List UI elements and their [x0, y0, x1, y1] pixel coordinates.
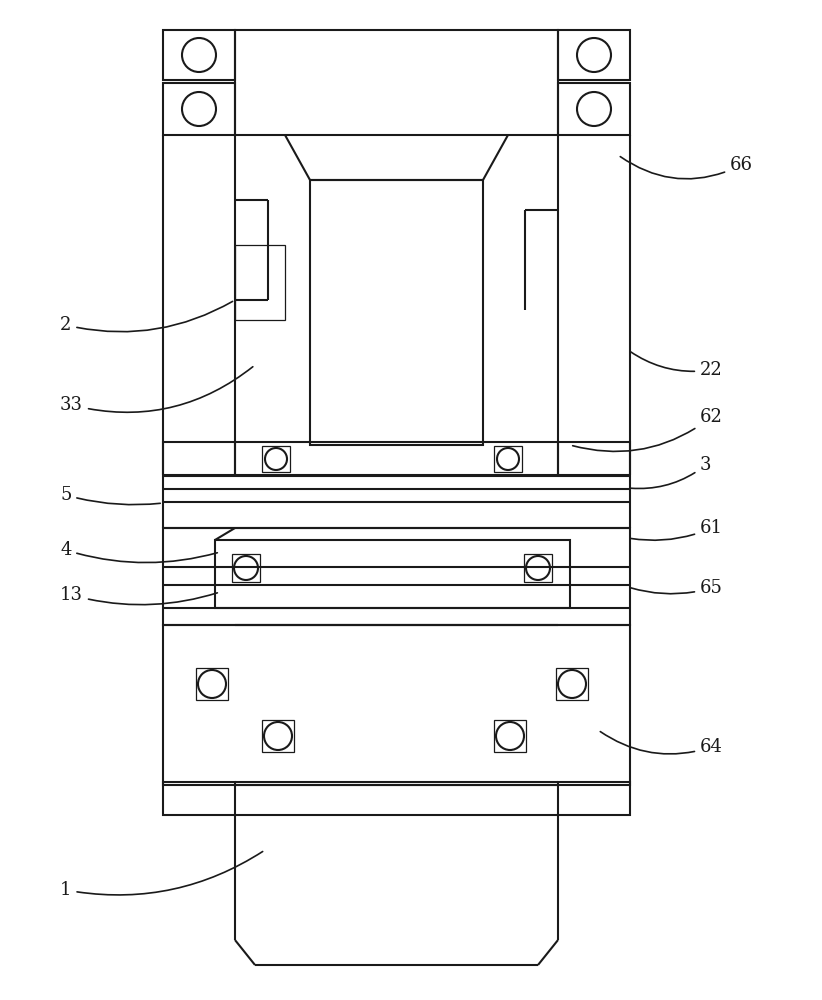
Bar — [558, 83, 630, 135]
Text: 5: 5 — [60, 486, 160, 505]
Bar — [235, 30, 558, 135]
Text: 62: 62 — [573, 408, 723, 451]
Text: 4: 4 — [60, 541, 217, 563]
Text: 66: 66 — [621, 156, 753, 179]
Text: 3: 3 — [630, 456, 712, 489]
Bar — [494, 720, 526, 752]
Bar — [163, 442, 235, 475]
Text: 13: 13 — [60, 586, 217, 605]
Text: 65: 65 — [630, 579, 723, 597]
Bar — [163, 528, 630, 625]
Bar — [524, 554, 552, 582]
Bar — [558, 782, 630, 815]
Text: 2: 2 — [60, 301, 233, 334]
Text: 1: 1 — [60, 852, 263, 899]
Bar — [196, 668, 228, 700]
Bar — [262, 446, 290, 472]
Bar — [163, 83, 235, 135]
Bar — [262, 720, 294, 752]
Bar — [232, 554, 260, 582]
Bar — [558, 30, 630, 80]
Bar — [215, 540, 570, 608]
Bar — [163, 625, 630, 785]
Text: 33: 33 — [60, 367, 253, 414]
Bar — [556, 668, 588, 700]
Text: 61: 61 — [630, 519, 723, 540]
Bar — [235, 245, 285, 320]
Bar — [494, 446, 522, 472]
Bar — [558, 442, 630, 475]
Text: 22: 22 — [630, 352, 723, 379]
Bar — [163, 30, 235, 80]
Bar — [163, 782, 235, 815]
Bar — [310, 180, 483, 445]
Text: 64: 64 — [600, 732, 723, 756]
